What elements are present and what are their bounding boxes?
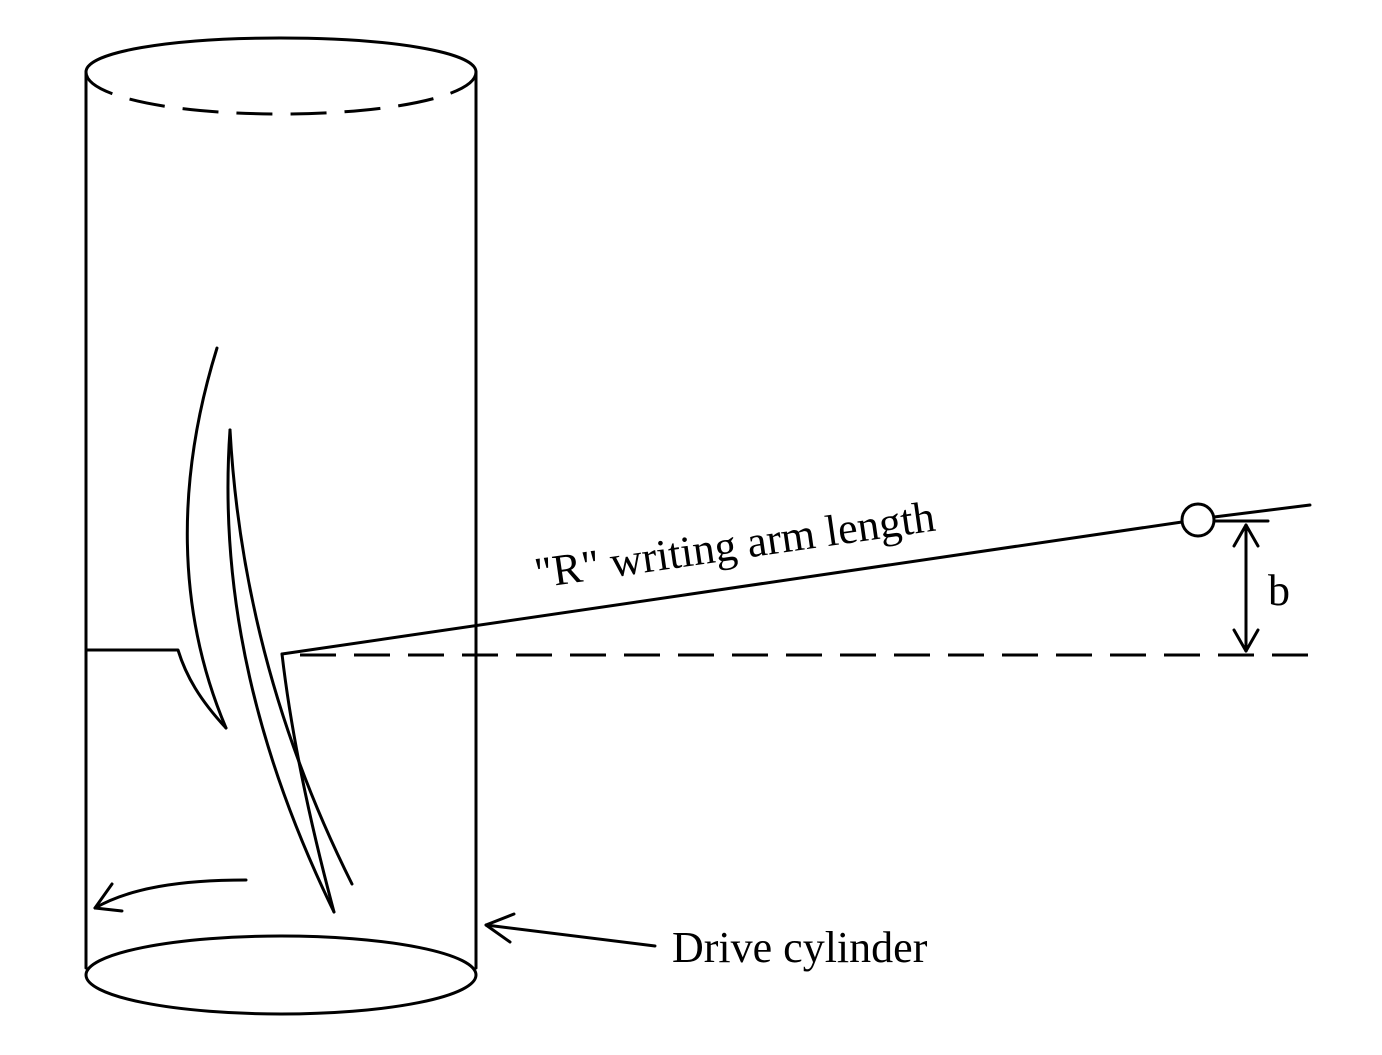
offset-arrowhead-top xyxy=(1232,523,1260,548)
trace-baseline xyxy=(84,648,228,730)
rotation-arrow xyxy=(93,878,248,913)
arm-length-label: "R" writing arm length xyxy=(531,492,938,598)
offset-dimension xyxy=(1212,519,1270,653)
trace-curve-inner-b xyxy=(228,428,354,886)
cylinder-label: Drive cylinder xyxy=(672,923,928,972)
trace-pen-mark xyxy=(280,652,336,914)
offset-label: b xyxy=(1268,566,1290,615)
cylinder-pointer-arrowhead xyxy=(484,912,516,944)
recorded-trace xyxy=(84,346,354,914)
cylinder-pointer-line xyxy=(484,923,657,948)
trace-curve-inner-a xyxy=(226,428,336,914)
cylinder-pointer xyxy=(484,912,657,948)
cylinder-top-rim-back xyxy=(84,36,478,74)
writing-arm xyxy=(280,520,1184,656)
trace-curve-outer xyxy=(185,346,228,730)
pivot-circle xyxy=(1180,502,1216,538)
cylinder-top-rim-front xyxy=(84,71,478,116)
offset-arrowhead-bottom xyxy=(1232,628,1260,653)
drive-cylinder xyxy=(84,36,478,1016)
cylinder-base xyxy=(84,934,478,1016)
arm-extension xyxy=(1212,503,1312,519)
rotation-arrow-shaft xyxy=(93,878,248,910)
rotation-arrowhead xyxy=(93,882,124,913)
